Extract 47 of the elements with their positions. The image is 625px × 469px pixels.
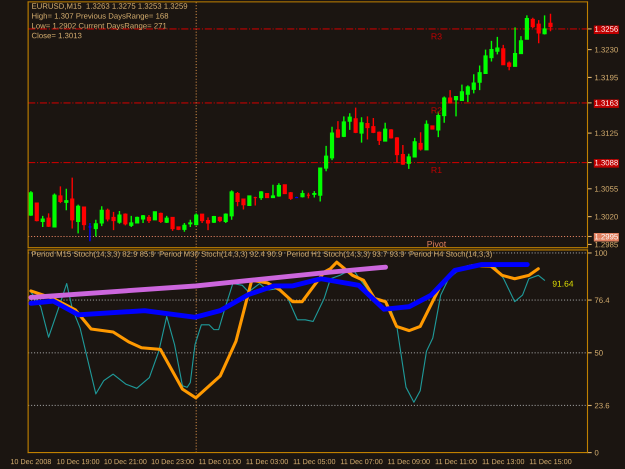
candlestick — [489, 40, 494, 62]
annotation: 91.64 — [552, 280, 574, 287]
ref-line-label: Pivot — [427, 240, 446, 248]
candlestick — [495, 36, 500, 56]
candlestick — [170, 216, 175, 232]
candlestick — [270, 184, 276, 198]
candlestick — [383, 122, 388, 142]
candlestick — [70, 176, 74, 230]
candlestick — [518, 35, 524, 54]
candlestick — [40, 215, 45, 228]
candlestick — [400, 144, 405, 166]
candlestick — [483, 48, 488, 74]
ref-line-label: R1 — [432, 167, 442, 174]
candlestick — [365, 116, 370, 140]
candlestick — [448, 89, 452, 104]
candlestick — [276, 182, 281, 198]
candlestick — [235, 191, 240, 207]
candlestick — [548, 13, 553, 32]
candlestick — [158, 212, 163, 224]
candlestick — [82, 206, 86, 231]
candlestick — [542, 14, 547, 36]
candlestick — [28, 190, 33, 217]
candlestick — [247, 195, 252, 206]
candlestick — [34, 202, 39, 222]
ref-line-label: R2 — [432, 107, 442, 114]
candlestick — [454, 96, 458, 118]
candlestick — [348, 112, 352, 131]
ref-line-label: R3 — [432, 33, 442, 40]
candlestick — [64, 188, 68, 211]
candlestick — [58, 186, 62, 204]
candlestick — [512, 26, 518, 67]
candlestick — [524, 14, 529, 40]
candlestick — [359, 116, 364, 144]
candlestick — [354, 106, 358, 134]
candlestick — [117, 210, 122, 224]
candlestick — [46, 212, 51, 228]
candlestick — [394, 136, 400, 164]
line-series — [28, 262, 530, 320]
candlestick — [206, 216, 210, 231]
candlestick — [342, 116, 346, 138]
candlestick — [111, 211, 116, 231]
line-series — [28, 264, 388, 300]
candlestick — [106, 208, 110, 222]
candlestick — [241, 198, 246, 210]
candlestick — [336, 120, 340, 139]
candlestick — [418, 132, 423, 152]
candlestick — [76, 204, 80, 234]
